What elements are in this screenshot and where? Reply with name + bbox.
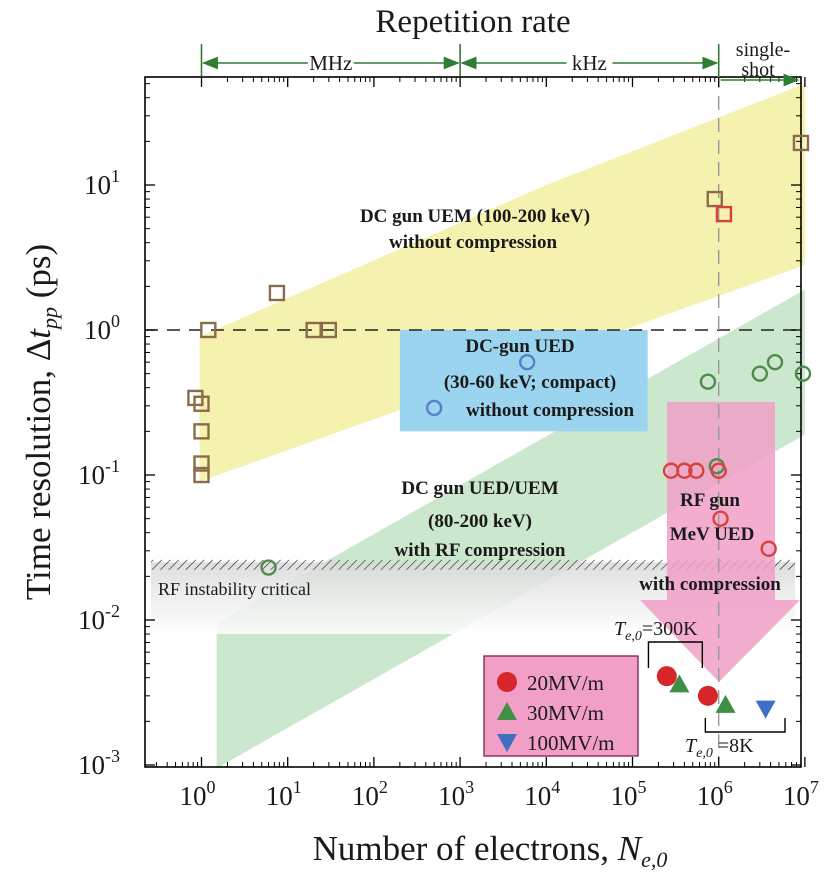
x-tick-label: 102	[352, 777, 388, 811]
square-point	[792, 134, 810, 152]
circle-filled-point	[656, 666, 677, 687]
reference-lines	[145, 52, 801, 767]
repetition-rate-bar: MHz kHz single-shot	[200, 39, 800, 87]
rf-instability-hatch	[151, 559, 795, 570]
label-dc-gun-ued-uem-line3: with RF compression	[395, 540, 566, 561]
bracket-8k	[704, 718, 786, 733]
circle-point	[794, 365, 812, 382]
axes: 100 101 102 103 104 105 106 107 10-3 10-2 10-1 100 1…	[78, 77, 819, 811]
label-rf-gun-line2: MeV UED	[670, 524, 755, 545]
data-points	[187, 134, 812, 733]
x-tick-label: 100	[180, 777, 216, 811]
triangle-up-filled-point	[715, 694, 736, 713]
annotation-te0-300k: Te,0=300K	[614, 618, 698, 644]
circle-point	[751, 365, 769, 382]
square-point	[193, 466, 210, 484]
x-tick-label: 105	[611, 777, 647, 811]
circle-point	[712, 510, 729, 527]
rate-label-khz: kHz	[572, 51, 607, 75]
x-axis-label: Number of electrons, Ne,0	[313, 829, 668, 872]
regions-layer	[151, 83, 805, 769]
square-point	[200, 321, 217, 339]
circle-point	[710, 462, 727, 479]
circle-point	[760, 540, 777, 557]
square-point	[268, 284, 286, 302]
y-tick-label: 10-3	[78, 746, 120, 780]
field-legend: 20MV/m 30MV/m 100MV/m	[483, 655, 639, 757]
x-tick-label: 107	[783, 777, 819, 811]
label-dc-gun-uem-line2: without compression	[389, 232, 557, 253]
plot-frame	[144, 76, 802, 768]
circle-filled-point	[697, 685, 718, 706]
region-rf-gun-arrow	[640, 402, 800, 682]
x-tick-label: 104	[524, 777, 560, 811]
region-labels: DC gun UEM (100-200 keV) without compress…	[158, 206, 781, 761]
label-rf-instability: RF instability critical	[158, 579, 311, 599]
x-tick-label: 103	[438, 777, 474, 811]
label-rf-gun: RF gun	[680, 490, 740, 511]
y-tick-label: 10-1	[78, 456, 120, 490]
y-tick-label: 101	[84, 166, 120, 200]
legend-label: 30MV/m	[527, 701, 604, 725]
square-point	[715, 205, 733, 223]
circle-point	[518, 353, 536, 371]
legend-label: 20MV/m	[527, 671, 604, 695]
rate-label-shot: shot	[741, 59, 775, 81]
legend-label: 100MV/m	[527, 731, 615, 755]
circle-point	[688, 462, 705, 479]
square-point	[706, 190, 723, 208]
legend-marker-circle	[497, 672, 517, 692]
region-dc-gun-ued-uem	[216, 289, 805, 769]
label-dc-gun-uem: DC gun UEM (100-200 keV)	[360, 206, 590, 227]
label-dc-gun-ued: DC-gun UED	[465, 336, 574, 357]
square-point	[193, 395, 210, 412]
triangle-down-filled-point	[755, 700, 776, 719]
circle-point	[699, 373, 717, 390]
annotation-te0-8k: Te,0 =8K	[685, 735, 754, 761]
label-dc-gun-ued-uem: DC gun UED/UEM	[401, 478, 558, 499]
rate-label-mhz: MHz	[309, 51, 352, 75]
legend-marker-triangle-down	[497, 734, 517, 752]
x-tick-label: 101	[266, 777, 302, 811]
y-tick-label: 10-2	[78, 601, 120, 635]
circle-point	[676, 462, 693, 479]
y-axis-label: Time resolution, Δtpp (ps)	[19, 244, 62, 600]
region-dc-gun-uem	[199, 83, 805, 482]
square-point	[193, 455, 210, 472]
legend-marker-triangle-up	[497, 702, 517, 720]
circle-point	[260, 559, 277, 576]
square-point	[193, 423, 210, 440]
label-dc-gun-ued-uem-line2: (80-200 keV)	[428, 511, 532, 532]
circle-point	[766, 353, 784, 371]
x-tick-label: 106	[697, 777, 733, 811]
region-dc-gun-ued-box	[399, 330, 648, 432]
triangle-up-filled-point	[669, 674, 690, 693]
circle-point	[425, 399, 443, 417]
label-rf-gun-line3: with compression	[639, 574, 781, 595]
y-tick-label: 100	[84, 311, 120, 345]
chart-title: Repetition rate	[375, 4, 570, 40]
label-dc-gun-ued-line3: without compression	[466, 400, 634, 421]
bracket-300k	[647, 641, 704, 668]
rate-label-single: single-	[736, 39, 790, 61]
square-point	[320, 321, 338, 339]
label-dc-gun-ued-line2: (30-60 keV; compact)	[444, 372, 616, 393]
